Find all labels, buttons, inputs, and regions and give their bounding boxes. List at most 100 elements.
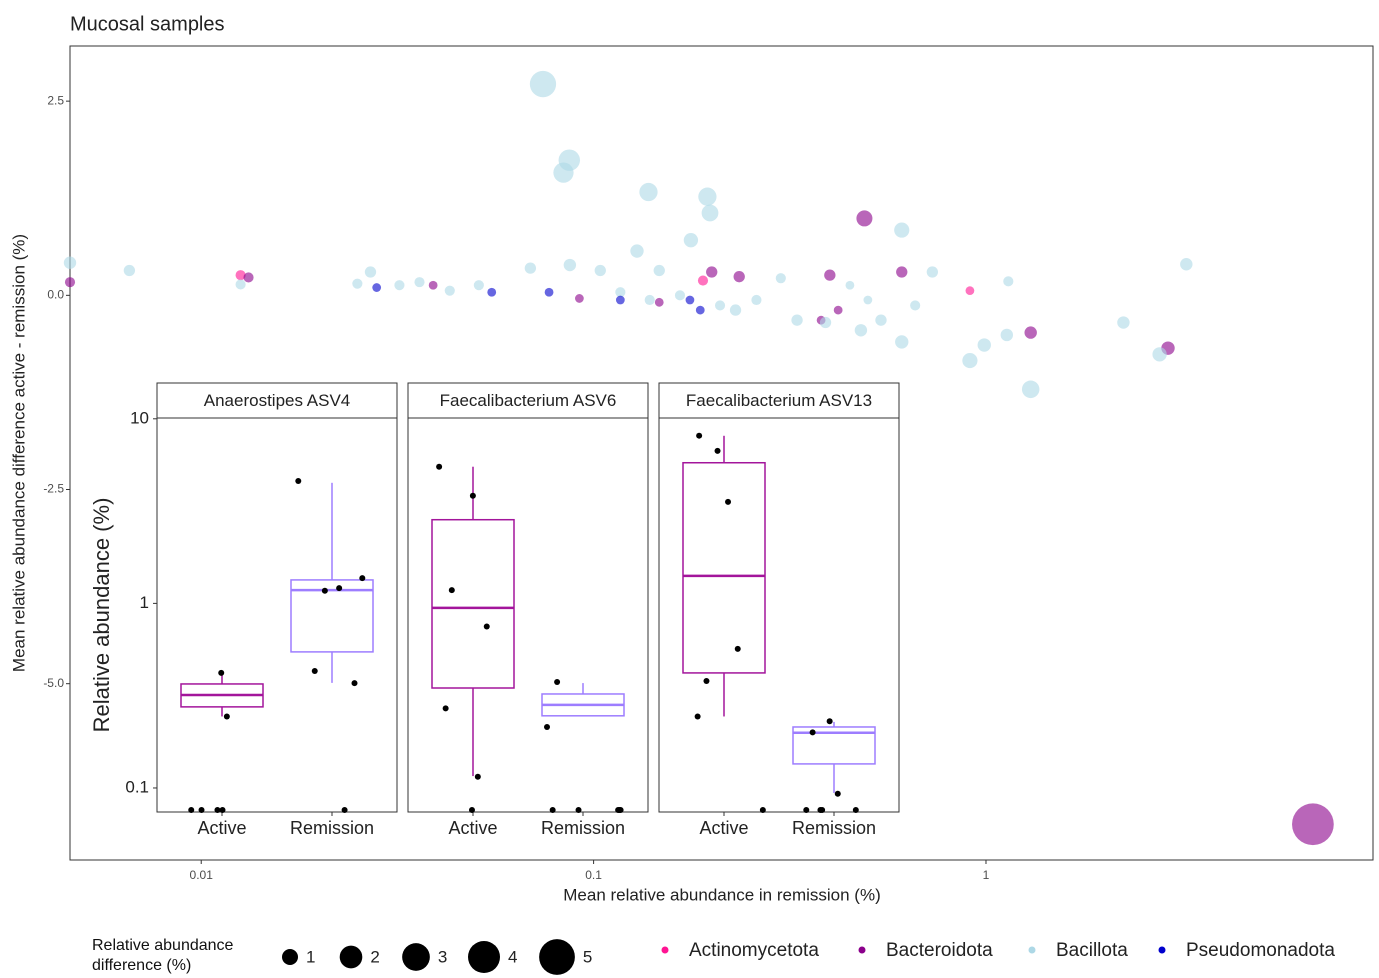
point [895,335,909,349]
point [697,275,709,286]
inset-x-tick-label: Active [448,818,497,838]
inset-point [616,806,623,813]
inset-point [725,498,732,505]
point [683,233,699,248]
inset-point [223,713,230,720]
point [854,324,868,337]
point [845,280,855,290]
x-tick-label: 0.01 [190,868,214,882]
box [682,461,766,674]
point [706,266,718,278]
legend-swatch [1028,946,1036,954]
point [1021,380,1040,399]
point [428,280,438,290]
inset-point [469,492,476,499]
size-legend-label: 5 [583,947,592,966]
point [674,290,686,301]
inset-point [474,773,481,780]
facet-strip [156,382,398,419]
point [751,294,762,306]
point [235,279,246,290]
point [695,305,705,315]
point [819,316,832,329]
point [977,338,991,352]
inset-point [448,587,455,594]
point [685,295,695,305]
point [639,182,658,202]
inset-point [554,679,561,686]
point [910,300,921,311]
inset-x-tick-label: Remission [290,818,374,838]
points [63,70,1334,846]
inset-point [359,575,366,582]
y-tick-label: -2.5 [43,482,64,496]
size-legend-label: 4 [508,947,517,966]
inset-point [696,432,703,439]
point [64,277,76,288]
point [875,314,887,326]
inset-point [214,806,221,813]
point [444,285,455,296]
inset-point [468,806,475,813]
inset-point [734,645,741,652]
point [414,277,425,288]
size-legend-dot [468,941,500,973]
point [544,287,554,297]
facet-title: Anaerostipes ASV4 [204,391,350,410]
point [775,273,786,284]
chart-title: Mucosal samples [70,13,225,35]
inset-y-tick-label: 1 [140,593,149,612]
inset-point [198,806,205,813]
inset-point [311,668,318,675]
inset-y-tick-label: 0.1 [125,777,149,796]
x-axis-label: Mean relative abundance in remission (%) [563,885,881,904]
inset-point [336,585,343,592]
inset-point [703,677,710,684]
point [896,266,908,278]
inset-point [436,463,443,470]
point [965,286,975,296]
inset-point [442,705,449,712]
point [487,287,497,297]
point [575,294,584,303]
inset-point [341,806,348,813]
point [824,269,836,281]
legend-swatch [661,946,669,954]
box [290,579,374,653]
point [962,352,978,369]
point [701,204,719,222]
point [856,210,873,227]
size-legend-label: 3 [438,947,447,966]
point [1292,803,1334,846]
point [352,278,363,289]
facet-strip [407,382,649,419]
point [563,258,577,272]
inset-point [549,806,556,813]
point [524,262,537,274]
point [833,305,843,315]
point [791,314,803,326]
point [1117,316,1130,329]
box [431,518,515,689]
inset-y-label: Relative abundance (%) [89,498,114,733]
inset-point [694,713,701,720]
point [863,295,873,305]
facet-title: Faecalibacterium ASV6 [440,391,617,410]
y-tick-label: -5.0 [43,676,64,690]
size-legend-title-holder: Relative abundance difference (%) [92,937,233,974]
legend-label: Actinomycetota [689,940,819,961]
point [123,264,136,277]
point [364,266,377,278]
size-legend-label: 2 [370,947,379,966]
inset-point [803,806,810,813]
x-tick-label: 0.1 [585,868,602,882]
inset-point [759,806,766,813]
x-tick-label: 1 [983,868,990,882]
inset-y-tick-label: 10 [130,408,149,427]
point [1003,276,1014,287]
y-tick-label: 0.0 [47,287,64,301]
point [654,297,664,307]
inset-point [852,806,859,813]
inset-point [218,669,225,676]
